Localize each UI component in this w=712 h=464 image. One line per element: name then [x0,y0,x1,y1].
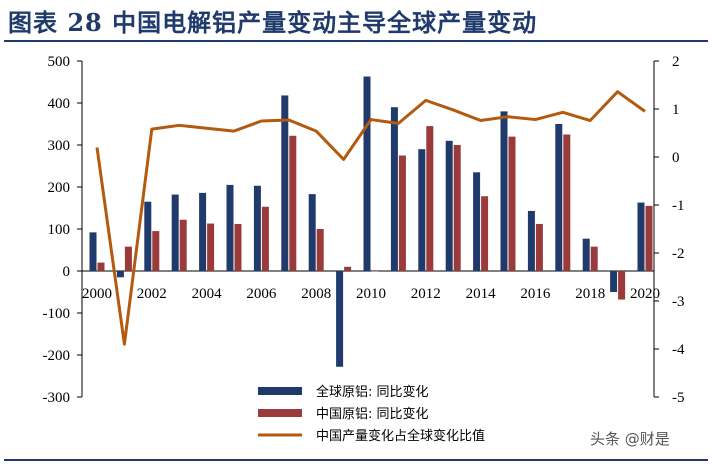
y-right-tick-label: -1 [672,198,685,214]
x-tick-label: 2018 [575,286,605,302]
y-right-tick-label: -2 [672,246,685,262]
bar-global [527,210,535,271]
bar-china [179,219,187,271]
header-rule [4,40,708,42]
tick-labels-layer: 500 400 300 200 100 0 -100 -200 -300 2 1 0 -1 -2 -3 -4 -… [43,54,685,406]
bar-global [116,271,124,278]
bar-global [418,149,426,271]
bar-china [152,231,160,271]
x-tick-label: 2000 [82,286,112,302]
bar-china [618,271,626,300]
x-tick-label: 2020 [630,286,660,302]
x-tick-label: 2008 [301,286,331,302]
bar-china [207,223,215,271]
bar-global [144,201,152,271]
bar-global [637,202,645,271]
y-left-tick-label: 200 [48,180,71,196]
bar-global [89,232,97,271]
y-left-tick-label: 100 [48,222,71,238]
bar-global [308,194,316,271]
y-left-tick-label: -100 [43,306,71,322]
x-tick-label: 2014 [466,286,497,302]
legend-swatch [258,387,302,395]
bar-global [226,184,234,271]
bar-global [555,124,563,271]
bar-china [289,135,297,271]
bar-global [336,271,344,367]
bar-china [481,196,489,271]
figure-header: 图表 28 中国电解铝产量变动主导全球产量变动 [0,0,712,40]
bar-global [500,111,508,272]
bar-china [344,266,352,271]
y-left-tick-label: -200 [43,348,71,364]
bar-china [234,223,242,271]
y-right-tick-label: 1 [672,102,680,118]
legend-label: 中国原铝: 同比变化 [316,406,429,422]
bar-china [535,223,543,271]
y-right-tick-label: 0 [672,150,680,166]
x-tick-label: 2006 [246,286,277,302]
bar-china [453,145,461,271]
x-tick-label: 2010 [356,286,386,302]
legend-swatch [258,409,302,417]
legend-label: 中国产量变化占全球变化比值 [316,428,485,444]
bar-china [371,271,379,272]
bar-china [426,126,434,271]
bar-china [124,246,132,271]
bar-china [398,155,406,271]
x-tick-label: 2004 [192,286,223,302]
bar-china [645,205,653,271]
y-right-tick-label: 2 [672,54,680,70]
y-left-tick-label: 0 [63,264,71,280]
bar-global [610,271,618,292]
series-line-ratio [95,90,646,346]
line-layer [95,90,646,346]
bar-global [582,238,590,271]
figure-title: 图表 28 中国电解铝产量变动主导全球产量变动 [8,8,538,37]
bars-layer [89,76,653,367]
y-right-tick-label: -5 [672,390,685,406]
y-left-tick-label: 500 [48,54,71,70]
x-tick-label: 2016 [520,286,551,302]
bar-china [316,229,324,271]
x-tick-label: 2002 [137,286,167,302]
watermark-text: 头条 @财是 [590,430,670,448]
bar-china [508,136,516,271]
x-tick-label: 2012 [411,286,441,302]
bar-global [473,172,481,271]
y-right-tick-label: -4 [672,342,685,358]
bar-global [363,76,371,271]
y-left-tick-label: 300 [48,138,71,154]
y-left-tick-label: -300 [43,390,71,406]
bar-global [445,140,453,271]
bar-global [253,185,261,271]
bar-china [261,206,269,271]
footer-rule [4,459,708,461]
bar-china [97,262,105,271]
y-left-tick-label: 400 [48,96,71,112]
bar-global [390,107,398,271]
bar-china [590,246,598,271]
bar-global [281,95,289,271]
bar-global [199,192,207,271]
bar-global [171,194,179,271]
y-right-tick-label: -3 [672,294,685,310]
legend-label: 全球原铝: 同比变化 [316,384,429,400]
bar-china [563,134,571,271]
